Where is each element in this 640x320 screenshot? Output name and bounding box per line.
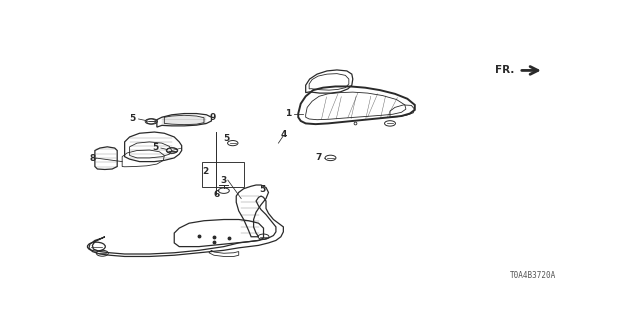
Text: 4: 4	[280, 130, 287, 139]
Text: 6: 6	[213, 190, 220, 199]
Text: 5: 5	[259, 185, 266, 195]
Text: 5: 5	[152, 143, 158, 152]
Text: FR.: FR.	[495, 65, 514, 76]
Text: T0A4B3720A: T0A4B3720A	[510, 271, 556, 280]
Text: 5: 5	[223, 134, 230, 143]
Bar	[202, 162, 244, 188]
Text: 8: 8	[89, 154, 95, 163]
Text: 2: 2	[202, 167, 208, 176]
Text: 3: 3	[220, 176, 227, 185]
Text: 1: 1	[285, 109, 291, 118]
Text: 9: 9	[210, 113, 216, 122]
Text: 7: 7	[316, 153, 322, 163]
Text: 5: 5	[129, 114, 136, 123]
